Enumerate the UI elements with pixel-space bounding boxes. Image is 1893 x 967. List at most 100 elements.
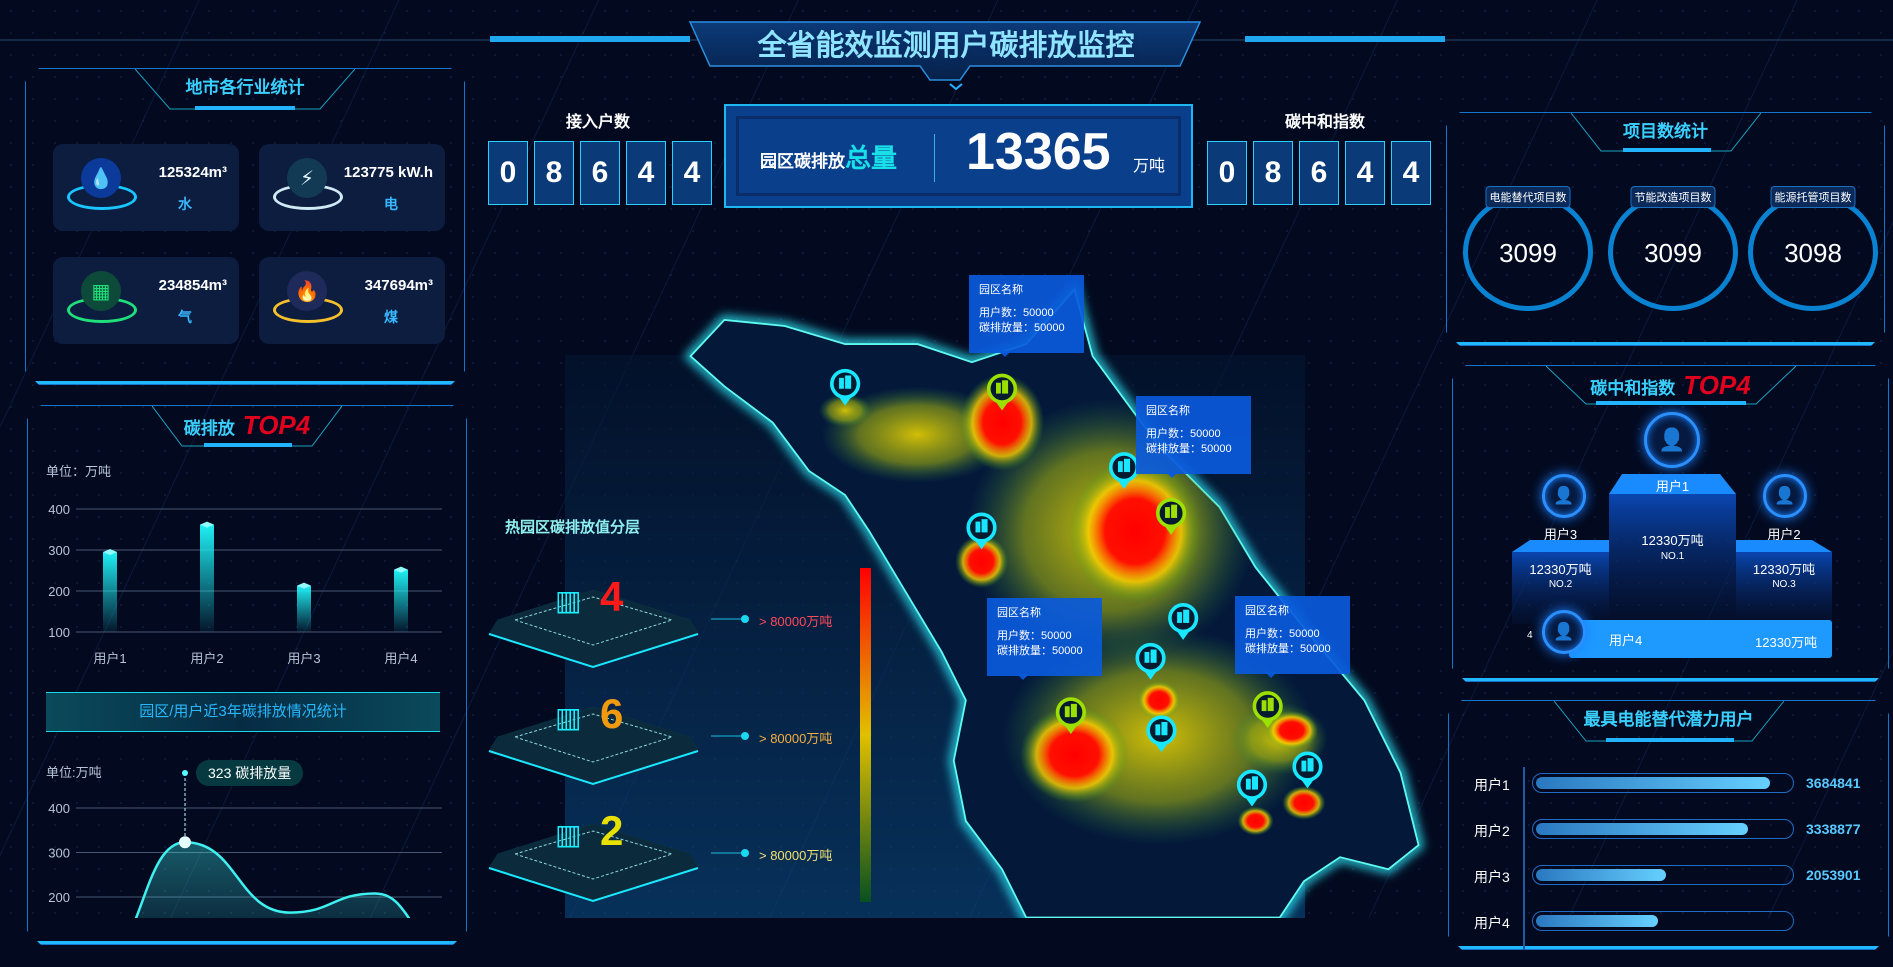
header-frame: [0, 21, 1893, 90]
bar[interactable]: [200, 524, 214, 632]
podium-rank: NO.2: [1548, 579, 1573, 590]
park-marker-pin-icon[interactable]: [1292, 751, 1323, 789]
podium-rank: 4: [1527, 630, 1533, 641]
x-tick-label: 用户4: [384, 651, 417, 666]
potential-row[interactable]: 用户2 3338877: [1449, 819, 1890, 841]
card-value: 234854m³: [158, 277, 227, 294]
divider: [934, 134, 935, 182]
panel-title: 碳中和指数 TOP4: [1546, 366, 1796, 408]
project-value: 3099: [1499, 238, 1557, 268]
park-marker-pin-icon[interactable]: [1168, 603, 1199, 640]
project-label: 节能改造项目数: [1631, 186, 1716, 208]
industry-card-water: 💧 125324m³ 水: [53, 144, 239, 231]
popup-users: 用户数：50000: [1146, 428, 1221, 440]
total-emission-unit: 万吨: [1133, 158, 1166, 175]
podium-value: 12330万吨: [1755, 635, 1818, 650]
panel-title: 地市各行业统计: [135, 69, 355, 111]
project-ring: 节能改造项目数 3099: [1608, 193, 1738, 311]
layer-legend-title: 热园区碳排放值分层: [505, 519, 641, 536]
digit-box: 4: [1391, 141, 1431, 205]
potential-row[interactable]: 用户1 3684841: [1449, 773, 1890, 795]
park-popup: 园区名称 用户数：50000 碳排放量：50000: [969, 275, 1084, 357]
park-marker-pin-icon[interactable]: [1146, 715, 1177, 753]
park-marker-pin-icon[interactable]: [1055, 697, 1086, 735]
bar[interactable]: [394, 569, 408, 632]
y-tick-label: 100: [48, 625, 70, 640]
row-value: 3338877: [1806, 821, 1861, 837]
gas-icon: ▦: [81, 271, 121, 311]
x-tick-label: 用户2: [190, 651, 223, 666]
project-label: 能源托管项目数: [1771, 186, 1856, 208]
layer-threshold: > 80000万吨: [759, 848, 833, 863]
building-icon: ▥: [555, 585, 581, 616]
row-value: 3684841: [1806, 775, 1861, 791]
park-marker-pin-icon[interactable]: [1252, 691, 1283, 729]
bar[interactable]: [297, 585, 311, 632]
popup-emission: 碳排放量：50000: [997, 645, 1083, 657]
popup-title: 园区名称: [1245, 605, 1289, 617]
popup-title: 园区名称: [979, 284, 1023, 296]
bar-top: [394, 566, 408, 573]
layer-count: 2: [600, 807, 624, 854]
park-popup: 园区名称 用户数：50000 碳排放量：50000: [987, 598, 1102, 680]
layer-diamond: [488, 589, 699, 669]
park-marker-pin-icon[interactable]: [830, 368, 861, 406]
card-label: 电: [384, 196, 398, 212]
podium-name: 用户3: [1543, 527, 1578, 542]
progress-fill: [1536, 823, 1748, 835]
potential-row[interactable]: 用户4: [1449, 911, 1890, 933]
park-popup: 园区名称 用户数：50000 碳排放量：50000: [1136, 396, 1251, 478]
popup-emission: 碳排放量：50000: [979, 322, 1065, 334]
row-label: 用户2: [1474, 823, 1510, 839]
digit-box: 8: [534, 141, 574, 205]
card-value: 125324m³: [158, 164, 227, 181]
digit-box: 6: [1299, 141, 1339, 205]
podium-name: 用户1: [1655, 479, 1690, 494]
layer-threshold: > 80000万吨: [759, 731, 833, 746]
total-label-emphasis: 总量: [845, 143, 898, 173]
park-marker-pin-icon[interactable]: [1155, 498, 1187, 535]
industry-card-coal: 🔥 347694m³ 煤: [259, 257, 445, 344]
potential-row[interactable]: 用户3 2053901: [1449, 865, 1890, 887]
y-tick-label: 400: [48, 801, 70, 816]
potential-panel: 最具电能替代潜力用户 用户1 3684841 用户2 3338877 用户3 205390…: [1448, 700, 1889, 950]
tooltip-label: 碳排放量: [235, 765, 292, 781]
digit-box: 0: [1207, 141, 1247, 205]
layer-diamond: [488, 823, 699, 903]
total-emission-box: 园区碳排放总量 13365 万吨: [724, 104, 1193, 208]
park-marker-pin-icon[interactable]: [1108, 452, 1140, 489]
podium-rank: NO.1: [1660, 551, 1685, 562]
bar-top: [103, 549, 117, 556]
popup-emission: 碳排放量：50000: [1245, 643, 1331, 655]
x-tick-label: 用户1: [93, 651, 126, 666]
progress-track: [1532, 819, 1794, 839]
project-value: 3098: [1784, 238, 1842, 268]
panel-title: 项目数统计: [1571, 113, 1761, 155]
legend-dot: [741, 732, 749, 740]
industry-card-gas: ▦ 234854m³ 气: [53, 257, 239, 344]
user-avatar-icon: 👤: [1763, 474, 1807, 518]
trend-tooltip: 323 碳排放量: [196, 760, 304, 786]
digit-box: 8: [1253, 141, 1293, 205]
progress-fill: [1536, 777, 1770, 789]
card-label: 煤: [384, 309, 398, 325]
lightning-icon: ⚡: [287, 158, 327, 198]
industry-card-electric: ⚡ 123775 kW.h 电: [259, 144, 445, 231]
card-value: 347694m³: [364, 277, 433, 294]
y-tick-label: 200: [48, 890, 70, 905]
card-label: 水: [178, 196, 192, 212]
layer-count: 4: [600, 573, 624, 620]
park-popup: 园区名称 用户数：50000 碳排放量：50000: [1235, 596, 1350, 678]
park-marker-pin-icon[interactable]: [1135, 642, 1166, 680]
projects-panel: 项目数统计 电能替代项目数 3099 节能改造项目数 3099 能源托管项目数 309…: [1446, 112, 1885, 346]
park-marker-pin-icon[interactable]: [1236, 769, 1268, 807]
heat-scale-bar: [860, 568, 871, 902]
digit-box: 4: [672, 141, 712, 205]
y-tick-label: 200: [48, 584, 70, 599]
total-label: 园区碳排放总量: [760, 138, 897, 175]
bar[interactable]: [103, 552, 117, 632]
park-marker-pin-icon[interactable]: [986, 373, 1018, 411]
park-marker-pin-icon[interactable]: [966, 512, 997, 550]
project-ring: 能源托管项目数 3098: [1748, 193, 1878, 311]
data-point[interactable]: [179, 836, 191, 849]
